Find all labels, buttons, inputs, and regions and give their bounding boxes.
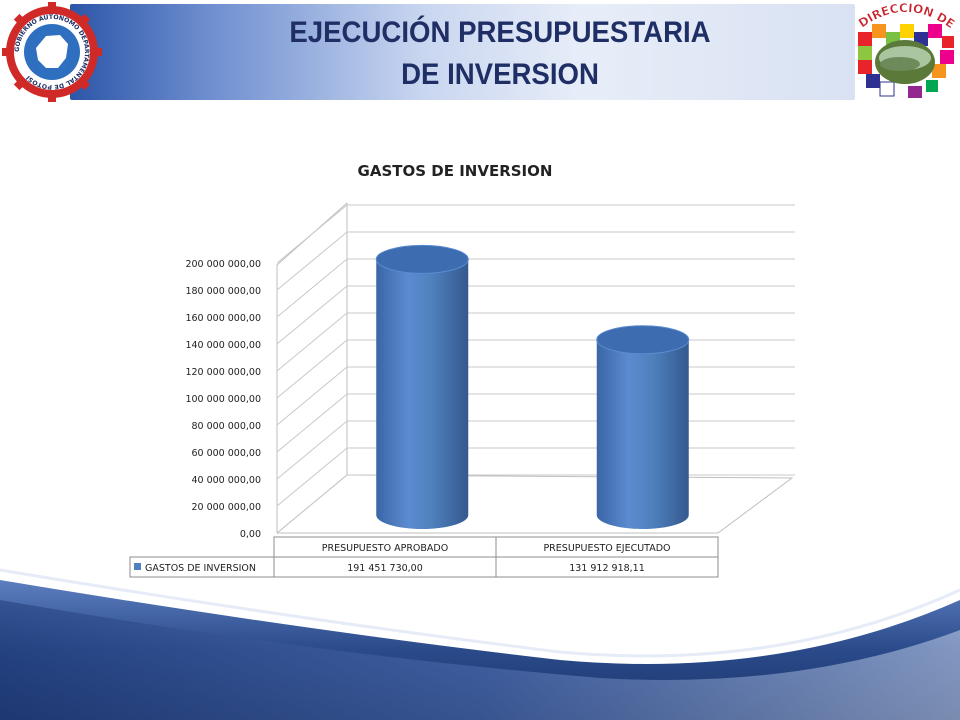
- chart-data-table: PRESUPUESTO APROBADO 191 451 730,00 PRESUP…: [129, 536, 719, 578]
- bar-2: [596, 325, 690, 530]
- y-tick-label: 140 000 000,00: [185, 340, 261, 351]
- page-title-line1: EJECUCIÓN PRESUPUESTARIA: [289, 16, 711, 49]
- gridline-side: [276, 447, 348, 507]
- chart-walls: [276, 202, 794, 534]
- gridline-side: [276, 258, 348, 318]
- y-axis-tick-labels: 0,00 20 000 000,00 40 000 000,00 60 000 000…: [185, 259, 261, 540]
- potosi-government-logo: GOBIERNO AUTÓNOMO DEPARTAMENTAL DE POTOS…: [2, 2, 102, 102]
- y-tick-label: 200 000 000,00: [185, 259, 261, 270]
- header-banner: [70, 4, 855, 100]
- y-tick-label: 20 000 000,00: [191, 502, 261, 513]
- y-tick-label: 0,00: [240, 529, 261, 540]
- y-tick-label: 120 000 000,00: [185, 367, 261, 378]
- x-category-label: PRESUPUESTO APROBADO: [322, 543, 448, 554]
- gridline-side: [276, 420, 348, 480]
- data-value-label: 191 451 730,00: [347, 563, 423, 574]
- gridline-side: [276, 231, 348, 291]
- gridline-side: [276, 366, 348, 426]
- bar-top: [375, 244, 469, 274]
- gridline-side: [276, 312, 348, 372]
- side-wall-edge: [276, 202, 348, 533]
- data-value-label: 131 912 918,11: [569, 563, 645, 574]
- gridline-side: [276, 474, 348, 534]
- y-tick-label: 100 000 000,00: [185, 394, 261, 405]
- gridline-side: [276, 393, 348, 453]
- table-data-row: [129, 556, 719, 578]
- y-tick-label: 40 000 000,00: [191, 475, 261, 486]
- y-tick-label: 180 000 000,00: [185, 286, 261, 297]
- floor-edge: [277, 474, 794, 534]
- bar-top: [596, 325, 690, 355]
- gridline-side: [276, 204, 348, 264]
- legend-swatch: [134, 563, 141, 570]
- bar-body: [376, 259, 469, 530]
- bottom-wave-decoration: [0, 568, 960, 720]
- chart-title: GASTOS DE INVERSION: [357, 162, 553, 180]
- y-tick-label: 80 000 000,00: [191, 421, 261, 432]
- gridline-side: [276, 339, 348, 399]
- chart-gridlines: [276, 204, 795, 534]
- y-tick-label: 160 000 000,00: [185, 313, 261, 324]
- page-title-line2: DE INVERSION: [401, 58, 599, 91]
- chart-bars: [375, 244, 690, 530]
- irrigation-directorate-logo: DIRECCION DE RIEGOS: [850, 2, 958, 98]
- y-tick-label: 60 000 000,00: [191, 448, 261, 459]
- bar-1: [375, 244, 469, 530]
- gridline-side: [276, 285, 348, 345]
- legend-series-label: GASTOS DE INVERSION: [145, 563, 256, 574]
- x-category-label: PRESUPUESTO EJECUTADO: [543, 543, 670, 554]
- bar-body: [596, 339, 689, 530]
